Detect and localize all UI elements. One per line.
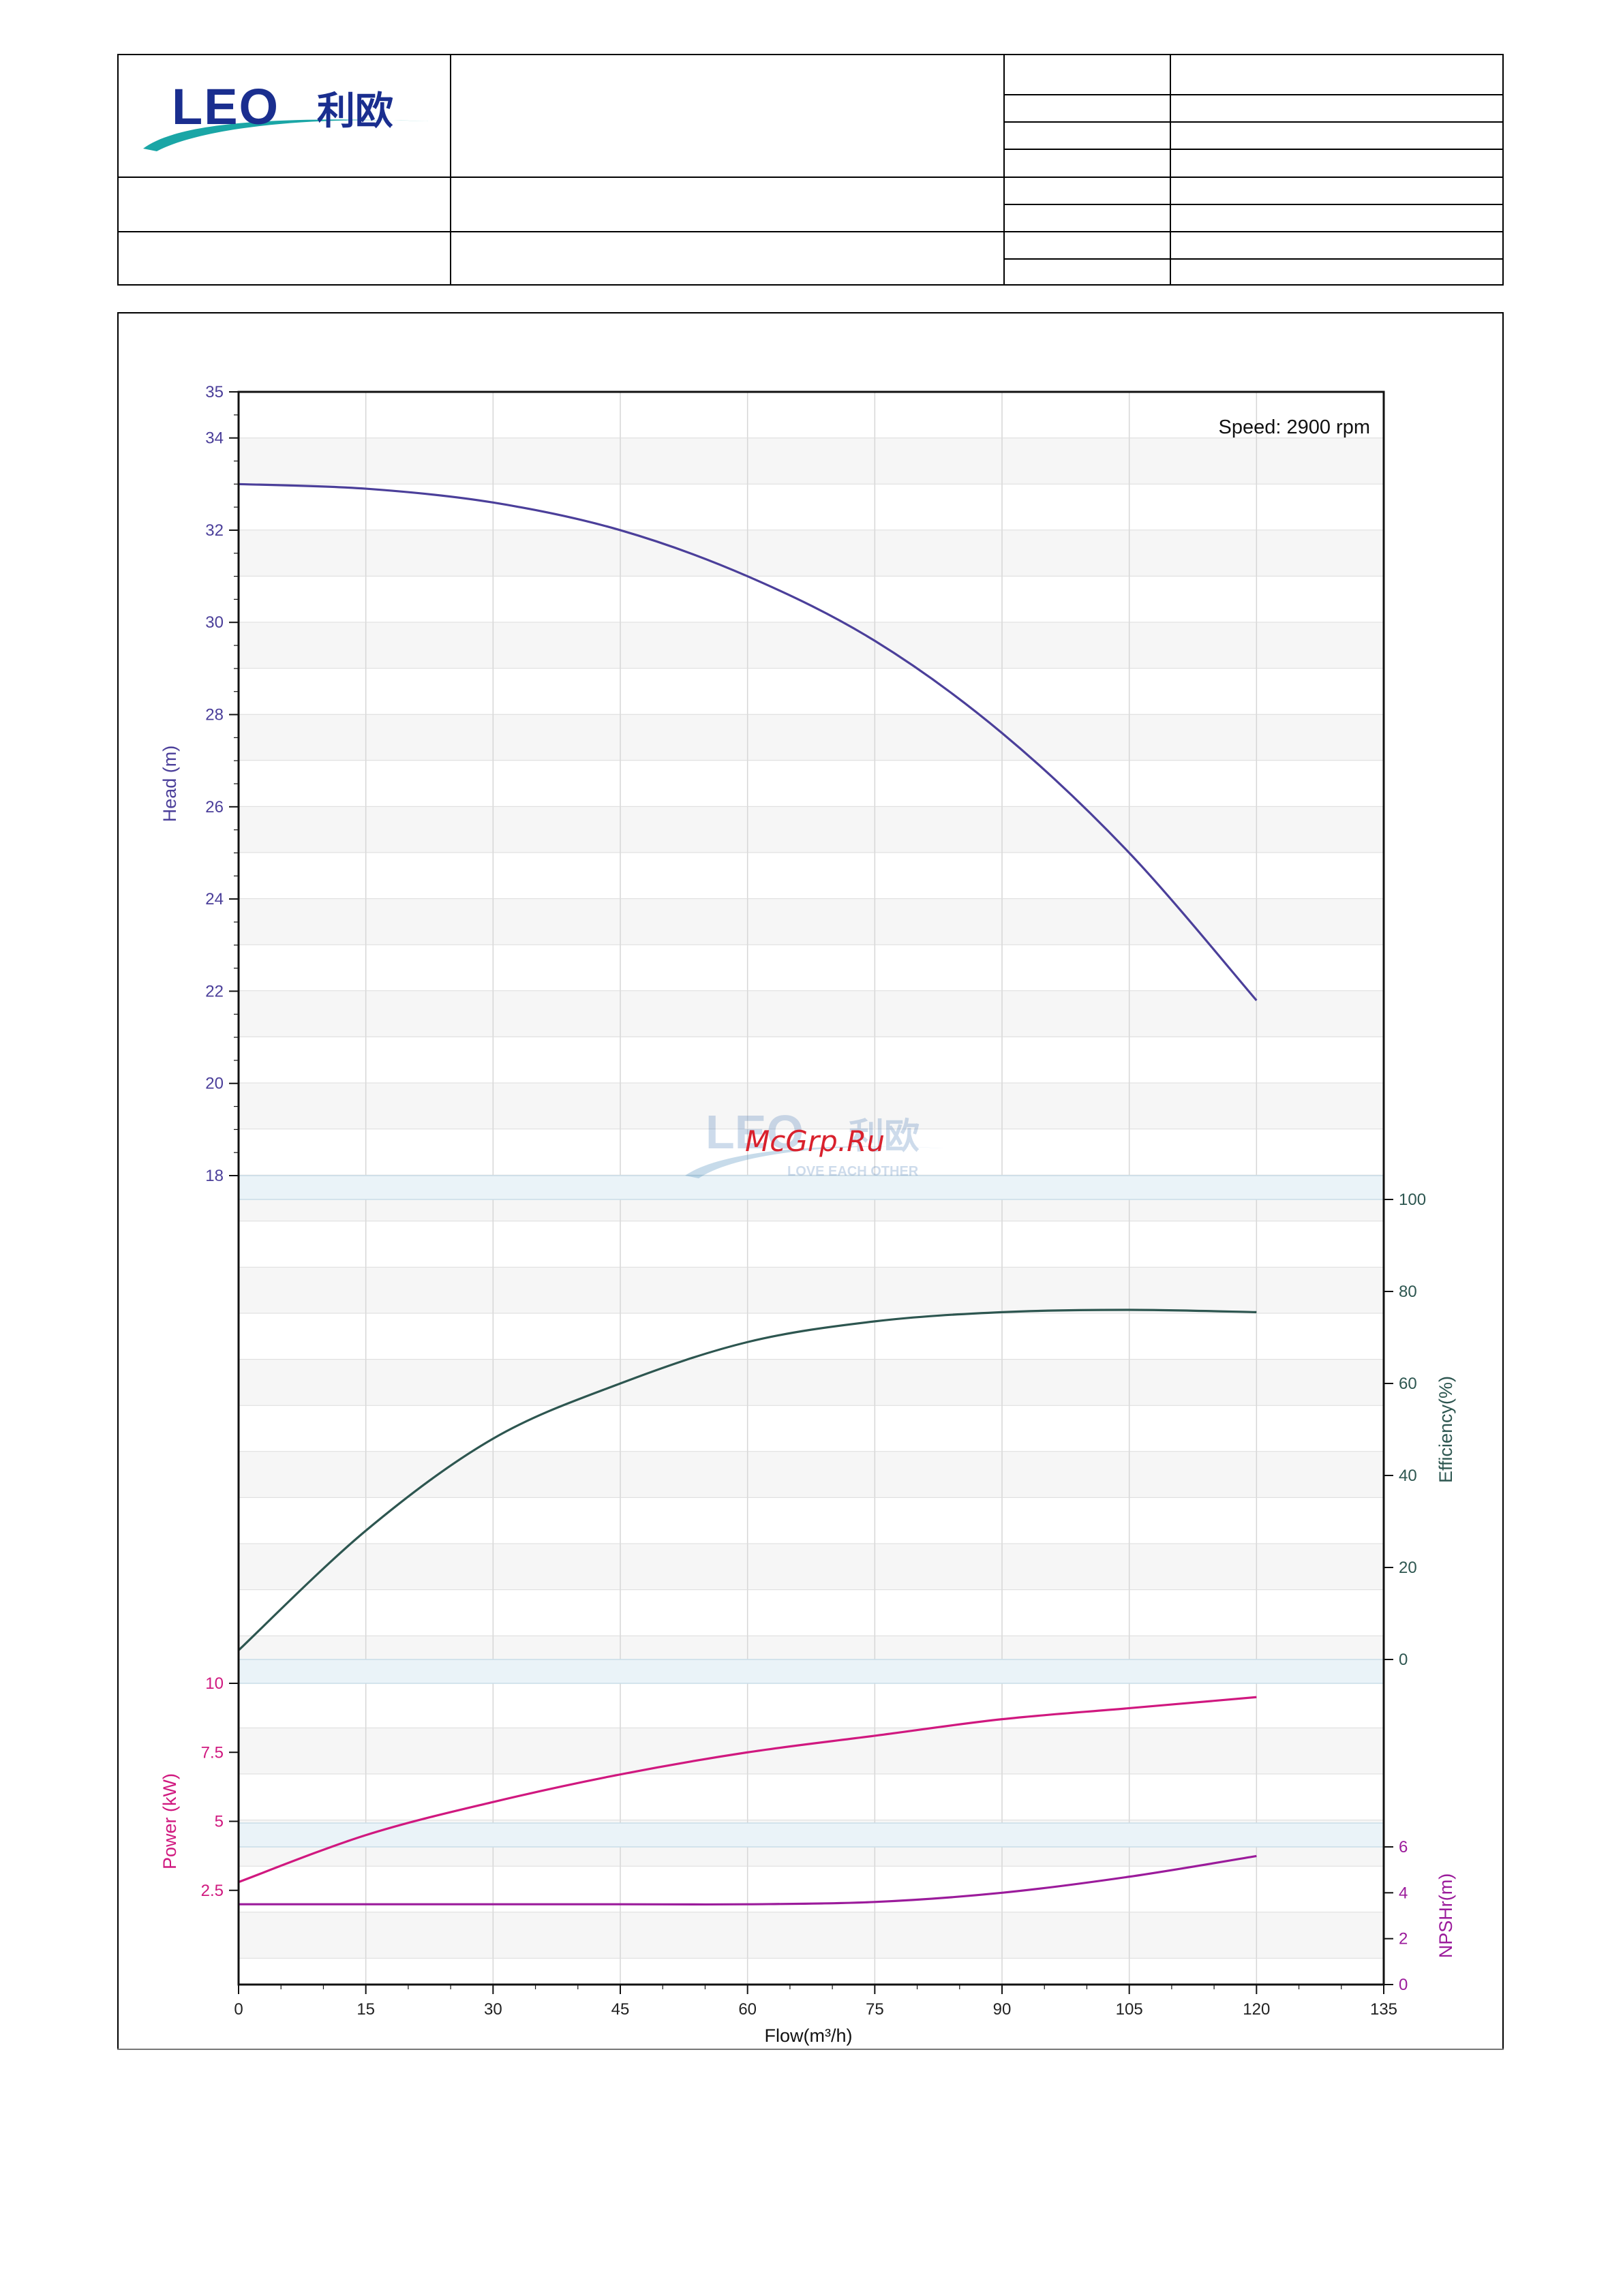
background-stripe	[239, 1544, 1384, 1590]
header-divider	[1003, 177, 1504, 178]
x-tick-label: 45	[611, 2000, 630, 2019]
chart-frame	[117, 312, 1504, 2050]
power-axis-label: Power (kW)	[160, 1773, 180, 1869]
header-divider	[1003, 258, 1504, 260]
background-stripe	[239, 1451, 1384, 1498]
tick-labels: 0 15 30 45 60 75 90 105 120 135182022242628303234…	[160, 383, 1456, 2019]
curves	[237, 483, 1258, 1906]
background-stripe	[239, 1728, 1384, 1774]
background-stripe	[239, 1083, 1384, 1129]
header-divider	[1170, 54, 1171, 286]
header-divider	[1003, 94, 1504, 95]
background-stripe	[239, 622, 1384, 669]
header-divider	[1003, 121, 1504, 123]
header-divider	[117, 177, 1005, 178]
header-divider	[1003, 54, 1005, 286]
efficiency-y-tick-label: 40	[1399, 1467, 1417, 1485]
header-frame	[117, 54, 1504, 286]
head-axis-label: Head (m)	[160, 746, 180, 823]
head-y-tick-label: 22	[205, 982, 224, 1000]
panel-separator-band	[239, 1176, 1384, 1199]
head-y-tick-label: 18	[205, 1167, 224, 1185]
company-logo: LEO 利欧	[143, 78, 429, 151]
x-tick-label: 75	[866, 2000, 884, 2019]
panel-separators	[239, 1175, 1384, 1848]
efficiency-y-tick-label: 20	[1399, 1559, 1417, 1577]
head-y-tick-label: 30	[205, 613, 224, 632]
background-stripe	[239, 1267, 1384, 1313]
axes	[229, 391, 1393, 1994]
x-tick-label: 135	[1370, 2000, 1397, 2019]
x-tick-label: 0	[234, 2000, 243, 2019]
efficiency-y-tick-label: 100	[1399, 1191, 1426, 1209]
x-tick-label: 90	[993, 2000, 1012, 2019]
background-stripe	[239, 530, 1384, 577]
watermark-swoosh	[685, 1146, 944, 1178]
background-stripe	[239, 806, 1384, 853]
x-tick-label: 60	[738, 2000, 757, 2019]
head-y-tick-label: 28	[205, 706, 224, 724]
background-stripe	[239, 898, 1384, 945]
x-axis-label: Flow(m³/h)	[765, 2025, 853, 2046]
head-y-tick-label: 35	[205, 383, 224, 401]
efficiency-curve	[237, 1308, 1257, 1651]
head-y-tick-label: 20	[205, 1075, 224, 1093]
power-y-tick-label: 2.5	[201, 1882, 224, 1900]
head-curve	[238, 483, 1258, 1001]
npsh-y-tick-label: 4	[1399, 1884, 1408, 1902]
npsh-y-tick-label: 6	[1399, 1838, 1408, 1856]
x-tick-label: 105	[1116, 2000, 1143, 2019]
x-tick-label: 15	[357, 2000, 375, 2019]
chart-frame-bottom	[117, 2049, 1504, 2050]
logo-chinese-text: 利欧	[317, 89, 393, 134]
watermark-logo: LEO 利欧 LOVE EACH OTHER	[685, 1105, 944, 1179]
x-tick-label: 120	[1243, 2000, 1270, 2019]
efficiency-y-tick-label: 80	[1399, 1283, 1417, 1301]
watermark-logo-chinese: 利欧	[849, 1116, 920, 1157]
plot-border	[237, 391, 1385, 1986]
speed-annotation: Speed: 2900 rpm	[1219, 416, 1370, 438]
watermark-site-text: McGrp.Ru	[745, 1124, 885, 1158]
background-stripe	[239, 990, 1384, 1037]
npsh-curve	[239, 1854, 1257, 1906]
panel-separator-band	[239, 1823, 1384, 1847]
watermark-logo-text: LEO	[706, 1105, 804, 1159]
background-stripe	[239, 1912, 1384, 1959]
head-y-tick-label: 26	[205, 798, 224, 816]
power-y-tick-label: 10	[205, 1674, 224, 1693]
panel-separator-band	[239, 1659, 1384, 1683]
head-y-tick-label: 24	[205, 890, 224, 908]
head-y-tick-label: 32	[205, 521, 224, 540]
npsh-y-tick-label: 0	[1399, 1976, 1408, 1994]
x-tick-label: 30	[484, 2000, 502, 2019]
npsh-y-tick-label: 2	[1399, 1930, 1408, 1948]
watermark-slogan: LOVE EACH OTHER	[787, 1164, 919, 1179]
header-divider	[1003, 231, 1504, 232]
header-divider	[117, 231, 1005, 232]
header-divider	[1003, 204, 1504, 205]
npsh-axis-label: NPSHr(m)	[1436, 1873, 1456, 1958]
power-y-tick-label: 5	[215, 1813, 224, 1831]
power-y-tick-label: 7.5	[201, 1743, 224, 1762]
head-y-tick-label: 34	[205, 429, 224, 448]
logo-text: LEO	[172, 78, 279, 135]
efficiency-y-tick-label: 0	[1399, 1651, 1408, 1669]
power-curve	[238, 1696, 1257, 1884]
background-stripe	[239, 438, 1384, 485]
header-divider	[1003, 149, 1504, 150]
efficiency-y-tick-label: 60	[1399, 1375, 1417, 1393]
logo-swoosh	[143, 119, 429, 151]
background-stripe	[239, 1359, 1384, 1406]
background-stripe	[239, 714, 1384, 761]
efficiency-axis-label: Efficiency(%)	[1436, 1376, 1456, 1483]
header-divider	[450, 54, 451, 286]
